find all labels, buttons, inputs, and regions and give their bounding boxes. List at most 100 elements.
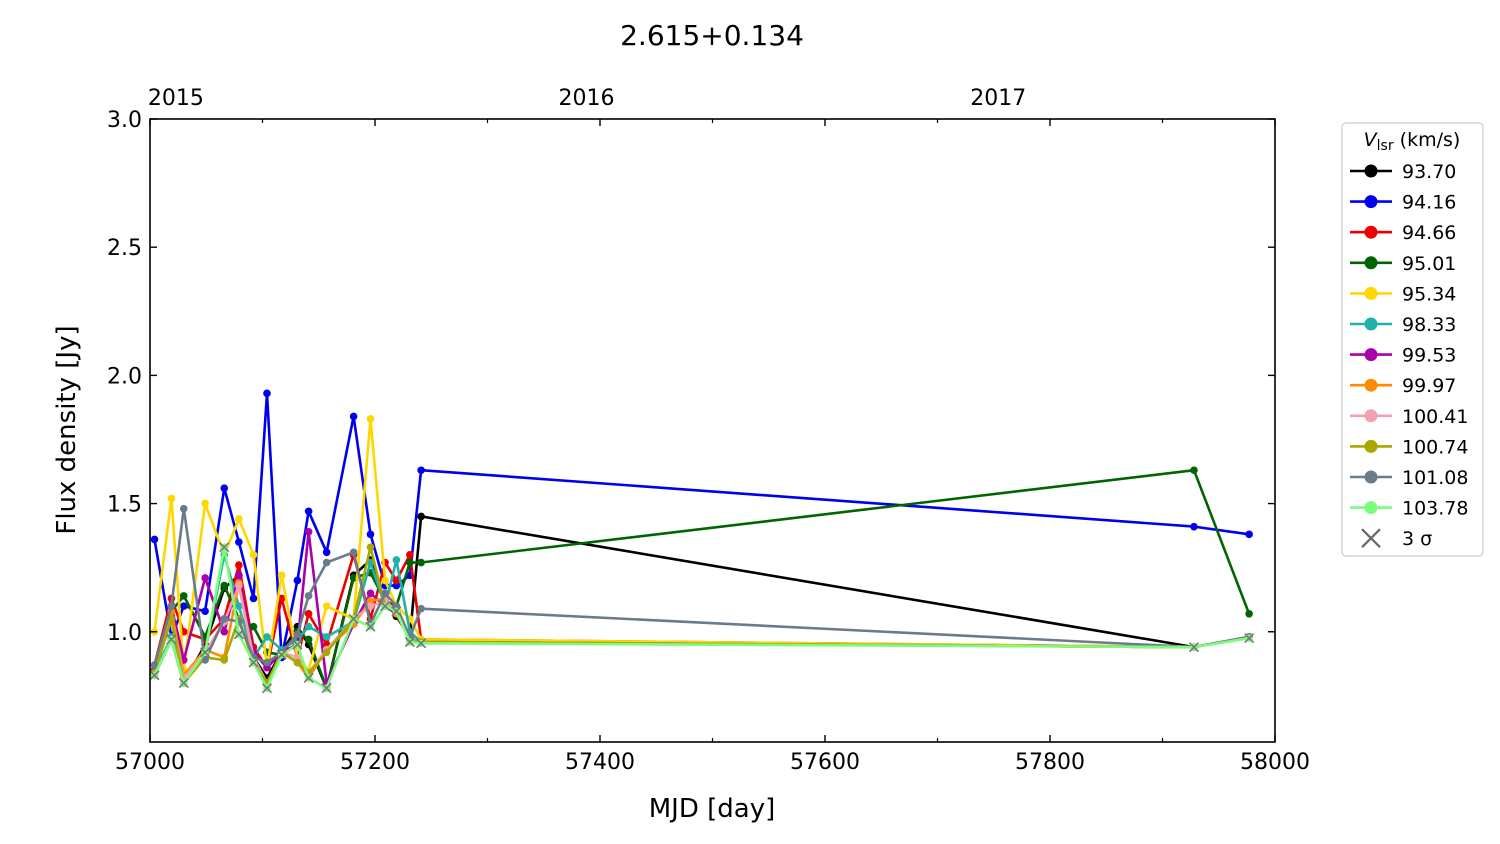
data-point	[322, 548, 331, 557]
data-point	[235, 602, 243, 610]
legend-label: 94.66	[1402, 222, 1456, 244]
data-point	[235, 538, 243, 546]
data-point	[201, 656, 209, 664]
legend-item: 94.16	[1350, 192, 1456, 214]
data-point	[322, 633, 331, 641]
data-point	[392, 556, 401, 564]
legend-marker	[1364, 286, 1378, 300]
series-95.01	[150, 466, 1253, 692]
legend-marker	[1364, 439, 1378, 453]
data-point	[366, 602, 375, 610]
legend-marker	[1364, 256, 1378, 270]
data-point	[381, 576, 389, 585]
legend-label: 98.33	[1402, 314, 1456, 336]
data-point	[417, 558, 425, 567]
series-94.16	[150, 389, 1253, 662]
sigma-marker	[261, 683, 273, 694]
data-point	[235, 515, 243, 523]
sigma-marker	[391, 606, 402, 617]
legend-item-sigma: 3 σ	[1361, 528, 1432, 550]
data-point	[220, 615, 229, 623]
data-point	[201, 499, 209, 508]
legend-title: Vlsr (km/s)	[1364, 129, 1461, 154]
legend-item: 98.33	[1350, 314, 1456, 336]
top-axis-year-label: 2017	[970, 86, 1026, 111]
sigma-icon	[1361, 528, 1381, 548]
series-94.66	[150, 551, 1253, 672]
data-point	[277, 594, 286, 603]
data-point	[249, 594, 258, 603]
x-tick-label: 57600	[790, 750, 860, 775]
x-tick-label: 57000	[115, 750, 185, 775]
data-point	[1245, 530, 1253, 539]
y-tick-label: 2.5	[107, 236, 142, 261]
data-point	[322, 602, 331, 610]
data-point	[406, 558, 414, 567]
series-95.34	[150, 415, 1253, 675]
y-tick-label: 1.0	[107, 621, 142, 646]
data-point	[220, 581, 229, 590]
data-point	[366, 415, 375, 423]
y-axis-title: Flux density [Jy]	[52, 325, 82, 534]
legend-label: 95.01	[1402, 253, 1456, 275]
data-point	[417, 466, 425, 475]
data-point	[304, 635, 313, 644]
data-point	[293, 630, 302, 639]
data-point	[304, 507, 313, 516]
top-axis-year-label: 2015	[148, 86, 204, 111]
plot-frame	[149, 118, 1276, 743]
legend-marker	[1364, 348, 1378, 362]
data-point	[167, 494, 176, 503]
legend-marker	[1364, 225, 1378, 239]
data-point	[366, 543, 375, 551]
legend-item: 94.66	[1350, 222, 1456, 244]
legend-item: 99.53	[1350, 345, 1456, 367]
legend-label: 100.41	[1402, 406, 1468, 428]
sigma-marker	[166, 634, 177, 645]
data-point	[293, 576, 302, 585]
data-point	[322, 648, 331, 657]
data-point	[304, 592, 313, 600]
legend-label: 93.70	[1402, 161, 1456, 183]
data-point	[220, 656, 229, 664]
data-point	[1190, 522, 1198, 531]
legend-item: 93.70	[1350, 161, 1456, 183]
legend-label: 95.34	[1402, 283, 1456, 305]
legend-marker	[1364, 378, 1378, 392]
legend-label: 99.53	[1402, 345, 1456, 367]
sigma-marker	[149, 670, 160, 681]
legend-marker	[1364, 195, 1378, 209]
sigma-marker	[178, 677, 189, 689]
data-point	[349, 412, 358, 421]
legend-label: 99.97	[1402, 375, 1456, 397]
data-point	[263, 658, 271, 667]
sigma-marker	[200, 647, 211, 658]
data-point	[366, 530, 375, 539]
data-point	[304, 527, 313, 536]
sigma-marker	[404, 636, 415, 648]
legend-item: 99.97	[1350, 375, 1456, 397]
legend-label-sigma: 3 σ	[1402, 528, 1432, 550]
data-point	[167, 602, 176, 610]
data-point	[392, 576, 401, 585]
sigma-marker	[248, 657, 259, 668]
data-point	[417, 512, 425, 521]
data-point	[1190, 466, 1198, 475]
legend-label: 100.74	[1402, 436, 1468, 458]
sigma-marker	[1244, 633, 1255, 644]
data-point	[277, 571, 286, 580]
data-point	[322, 558, 331, 567]
sigma-marker	[233, 629, 244, 640]
legend-marker	[1364, 409, 1378, 423]
legend-item: 100.41	[1350, 406, 1468, 428]
legend-marker	[1364, 317, 1378, 331]
sigma-marker	[1188, 642, 1200, 653]
legend-label: 94.16	[1402, 192, 1456, 214]
data-point	[1245, 610, 1253, 618]
legend-label: 101.08	[1402, 467, 1468, 489]
data-point	[366, 589, 375, 598]
data-point	[179, 504, 188, 513]
data-point	[263, 633, 271, 641]
sigma-marker	[348, 613, 359, 625]
data-point	[304, 610, 313, 618]
